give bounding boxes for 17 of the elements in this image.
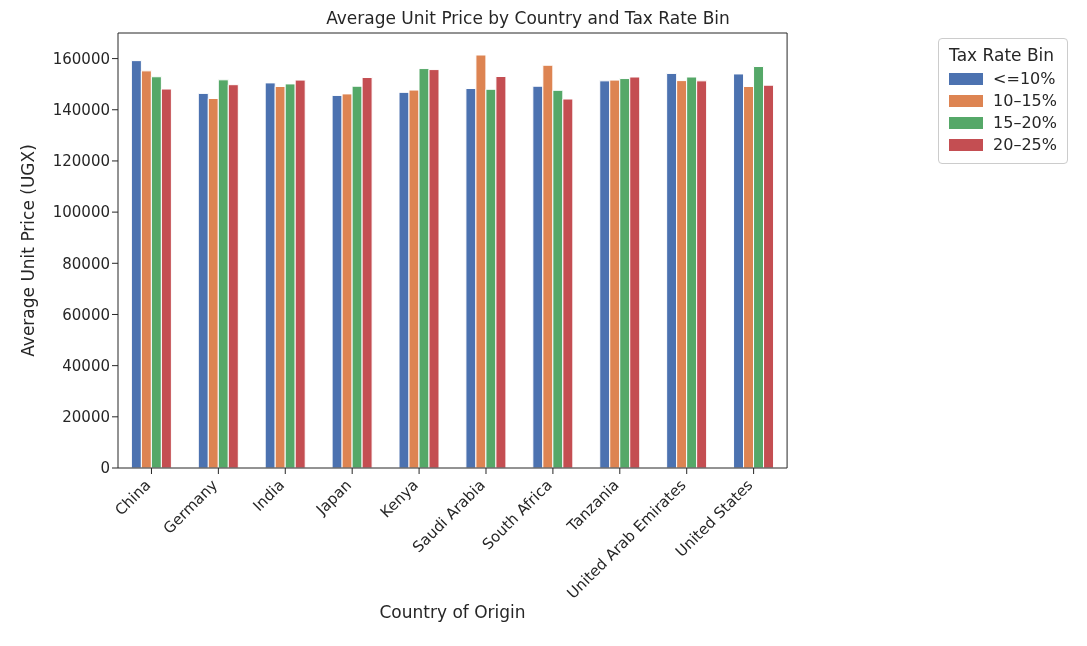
y-tick-label: 0: [100, 459, 110, 478]
y-tick-label: 60000: [62, 305, 110, 324]
y-tick-label: 160000: [52, 49, 110, 68]
legend-label: <=10%: [993, 69, 1056, 88]
legend-label: 10–15%: [993, 91, 1057, 110]
x-axis-title: Country of Origin: [379, 602, 526, 622]
legend-label: 15–20%: [993, 113, 1057, 132]
y-tick-label: 40000: [62, 356, 110, 375]
y-tick-label: 140000: [52, 101, 110, 120]
y-axis-title: Average Unit Price (UGX): [18, 144, 39, 357]
chart-title: Average Unit Price by Country and Tax Rate Bin: [325, 8, 731, 28]
legend-title: Tax Rate Bin: [949, 45, 1056, 65]
y-tick-label: 20000: [62, 408, 110, 427]
y-tick-label: 120000: [52, 152, 110, 171]
y-tick-label: 80000: [62, 254, 110, 273]
y-tick-label: 100000: [52, 203, 110, 222]
legend-label: 20–25%: [993, 135, 1057, 154]
